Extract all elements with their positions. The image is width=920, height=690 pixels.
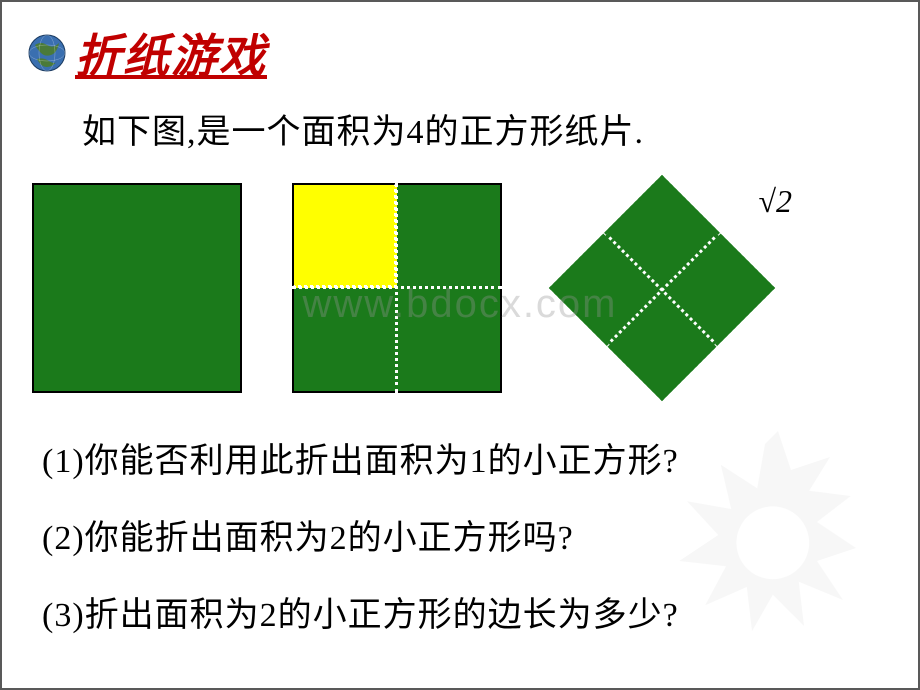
questions: (1)你能否利用此折出面积为1的小正方形? (2)你能折出面积为2的小正方形吗?… — [2, 403, 918, 636]
quadrant-bottom-left — [292, 288, 397, 393]
intro-text: 如下图,是一个面积为4的正方形纸片. — [2, 86, 918, 153]
quadrant-top-right — [397, 183, 502, 288]
question-3: (3)折出面积为2的小正方形的边长为多少? — [42, 587, 918, 636]
square-folded-quarters — [292, 183, 502, 393]
diagrams-row: √2 — [2, 153, 918, 403]
question-1: (1)你能否利用此折出面积为1的小正方形? — [42, 433, 918, 482]
square-area4 — [32, 183, 242, 393]
question-2: (2)你能折出面积为2的小正方形吗? — [42, 510, 918, 559]
diamond-border — [549, 175, 775, 401]
header: 折纸游戏 — [2, 2, 918, 86]
diamond-wrap: √2 — [552, 173, 812, 403]
quadrant-top-left — [292, 183, 397, 288]
sqrt2-label: √2 — [758, 183, 792, 220]
quadrant-bottom-right — [397, 288, 502, 393]
globe-icon — [27, 33, 67, 73]
title: 折纸游戏 — [75, 20, 267, 86]
